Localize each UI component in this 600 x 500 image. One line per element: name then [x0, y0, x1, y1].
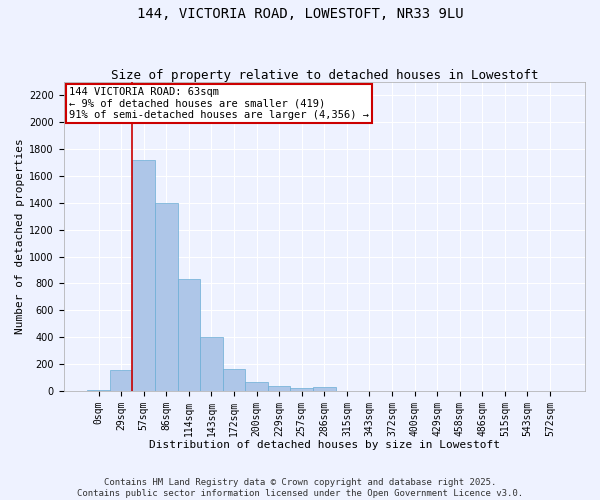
Bar: [313, 387, 335, 391]
X-axis label: Distribution of detached houses by size in Lowestoft: Distribution of detached houses by size …: [149, 440, 500, 450]
Y-axis label: Number of detached properties: Number of detached properties: [15, 138, 25, 334]
Bar: [88, 390, 110, 391]
Bar: [200, 337, 223, 391]
Bar: [268, 386, 290, 391]
Text: Contains HM Land Registry data © Crown copyright and database right 2025.
Contai: Contains HM Land Registry data © Crown c…: [77, 478, 523, 498]
Bar: [290, 388, 313, 391]
Bar: [110, 370, 133, 391]
Text: 144 VICTORIA ROAD: 63sqm
← 9% of detached houses are smaller (419)
91% of semi-d: 144 VICTORIA ROAD: 63sqm ← 9% of detache…: [69, 86, 369, 120]
Title: Size of property relative to detached houses in Lowestoft: Size of property relative to detached ho…: [110, 69, 538, 82]
Bar: [245, 382, 268, 391]
Bar: [223, 370, 245, 391]
Bar: [155, 203, 178, 391]
Bar: [178, 278, 200, 391]
Bar: [133, 160, 155, 391]
Text: 144, VICTORIA ROAD, LOWESTOFT, NR33 9LU: 144, VICTORIA ROAD, LOWESTOFT, NR33 9LU: [137, 8, 463, 22]
